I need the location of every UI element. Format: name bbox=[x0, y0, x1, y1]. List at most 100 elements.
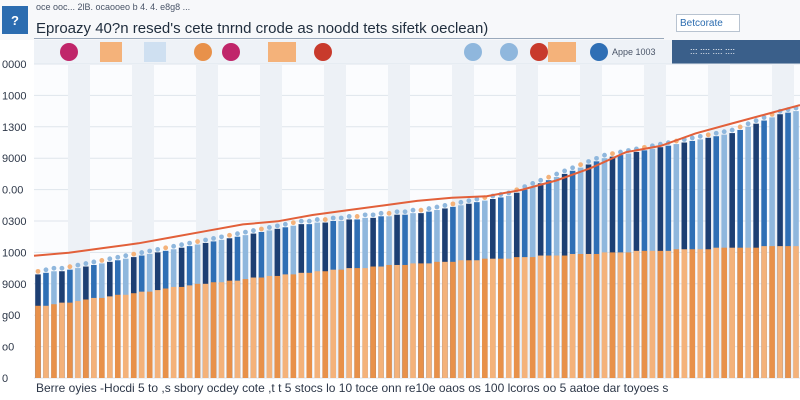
bar-orange bbox=[601, 252, 608, 378]
bar-top-marker bbox=[370, 212, 376, 218]
bar-orange bbox=[346, 268, 352, 378]
bar-top-marker bbox=[689, 135, 695, 141]
legend-swatch-blue[interactable] bbox=[590, 43, 608, 61]
bar-top-marker bbox=[187, 240, 192, 246]
legend-dark-label: ::: :::: :::: :::: bbox=[690, 46, 736, 56]
bar-orange bbox=[657, 250, 664, 378]
bar-top-marker bbox=[330, 215, 336, 221]
y-tick-label: 9000 bbox=[2, 153, 26, 165]
bar-orange bbox=[561, 255, 568, 378]
bar-orange bbox=[545, 255, 552, 378]
bar-top-marker bbox=[67, 264, 73, 270]
bar-top-marker bbox=[43, 267, 49, 273]
bar-top-marker bbox=[713, 130, 719, 136]
bar-orange bbox=[482, 258, 488, 378]
y-tick-label: 0 bbox=[2, 373, 8, 385]
bar-top-marker bbox=[139, 250, 145, 255]
legend-swatch-orange[interactable] bbox=[194, 43, 212, 61]
bar-orange bbox=[466, 260, 472, 378]
bar-orange bbox=[306, 272, 313, 378]
bar-orange bbox=[625, 252, 632, 378]
bar-top-marker bbox=[107, 256, 113, 262]
bar-top-marker bbox=[290, 220, 296, 226]
bar-orange bbox=[274, 275, 281, 378]
bar-orange bbox=[458, 260, 464, 378]
bar-top-marker bbox=[737, 124, 743, 130]
legend-chip-orange[interactable] bbox=[100, 42, 122, 62]
bar-top-marker bbox=[243, 229, 248, 235]
status-badge[interactable]: Betcorate bbox=[676, 14, 740, 32]
bar-orange bbox=[521, 257, 528, 378]
bar-orange bbox=[298, 272, 305, 378]
legend-swatch-red-2[interactable] bbox=[530, 43, 548, 61]
bar-orange bbox=[793, 246, 799, 378]
bar-orange bbox=[59, 302, 65, 378]
bar-orange bbox=[107, 296, 113, 378]
bar-orange bbox=[721, 247, 727, 378]
bar-top-marker bbox=[274, 223, 280, 229]
bar-orange bbox=[753, 247, 759, 378]
bar-blue bbox=[785, 112, 791, 379]
bar-orange bbox=[490, 258, 496, 378]
bar-top-marker bbox=[450, 201, 456, 207]
bar-top-marker bbox=[602, 152, 607, 158]
bar-top-marker bbox=[745, 121, 751, 127]
app-icon[interactable]: ? bbox=[2, 6, 28, 34]
legend-chip-light-blue[interactable] bbox=[144, 42, 166, 62]
bar-orange bbox=[378, 266, 384, 378]
bar-orange bbox=[138, 291, 145, 378]
bar-orange bbox=[434, 261, 440, 378]
bar-orange bbox=[641, 250, 648, 378]
bar-orange bbox=[386, 264, 392, 378]
bar-top-marker bbox=[578, 162, 583, 168]
bar-top-marker bbox=[418, 207, 424, 213]
bar-orange bbox=[442, 261, 448, 378]
bar-orange bbox=[729, 247, 735, 378]
y-tick-label: 1000 bbox=[2, 90, 26, 102]
bar-orange bbox=[513, 257, 520, 378]
legend-chip-orange-3[interactable] bbox=[548, 42, 576, 62]
bar-orange bbox=[505, 258, 512, 378]
bar-top-marker bbox=[378, 210, 384, 216]
legend-label: Appe 1003 bbox=[612, 47, 656, 57]
bar-top-marker bbox=[219, 234, 224, 240]
y-tick-label: 0.00 bbox=[2, 185, 23, 197]
bar-orange bbox=[426, 263, 432, 378]
bar-orange bbox=[553, 255, 560, 378]
legend-dark-panel: ::: :::: :::: :::: bbox=[672, 40, 800, 64]
bar-orange bbox=[178, 286, 185, 378]
bar-orange bbox=[51, 304, 57, 378]
bar-orange bbox=[210, 282, 217, 378]
bar-top-marker bbox=[610, 151, 615, 157]
legend-swatch-magenta[interactable] bbox=[60, 43, 78, 61]
bar-top-marker bbox=[298, 218, 304, 224]
bar-top-marker bbox=[123, 253, 129, 259]
bar-orange bbox=[785, 246, 791, 378]
bar-orange bbox=[35, 305, 41, 378]
bar-top-marker bbox=[322, 217, 328, 222]
bar-top-marker bbox=[163, 245, 169, 251]
legend-swatch-magenta-2[interactable] bbox=[222, 43, 240, 61]
bar-orange bbox=[354, 268, 360, 378]
bar-orange bbox=[362, 268, 368, 378]
legend-swatch-light-blue-2[interactable] bbox=[500, 43, 518, 61]
bar-top-marker bbox=[99, 257, 105, 263]
bar-top-marker bbox=[51, 265, 57, 271]
bar-orange bbox=[67, 302, 73, 378]
bar-top-marker bbox=[538, 177, 544, 183]
bar-top-marker bbox=[474, 196, 480, 202]
legend-swatch-red[interactable] bbox=[314, 43, 332, 61]
bar-orange bbox=[202, 283, 209, 378]
bar-top-marker bbox=[570, 165, 575, 171]
bar-orange bbox=[330, 269, 337, 378]
bar-top-marker bbox=[753, 118, 759, 124]
bar-top-marker bbox=[147, 248, 153, 254]
legend-chip-orange-2[interactable] bbox=[268, 42, 296, 62]
bar-top-marker bbox=[434, 204, 440, 210]
bar-top-marker bbox=[458, 199, 464, 205]
breadcrumb: oce ooc... 2lB. ocaooeo b 4. 4. e8g8 ... bbox=[36, 2, 191, 12]
bar-top-marker bbox=[179, 242, 185, 248]
bar-top-marker bbox=[346, 214, 352, 219]
legend-swatch-light-blue[interactable] bbox=[464, 43, 482, 61]
